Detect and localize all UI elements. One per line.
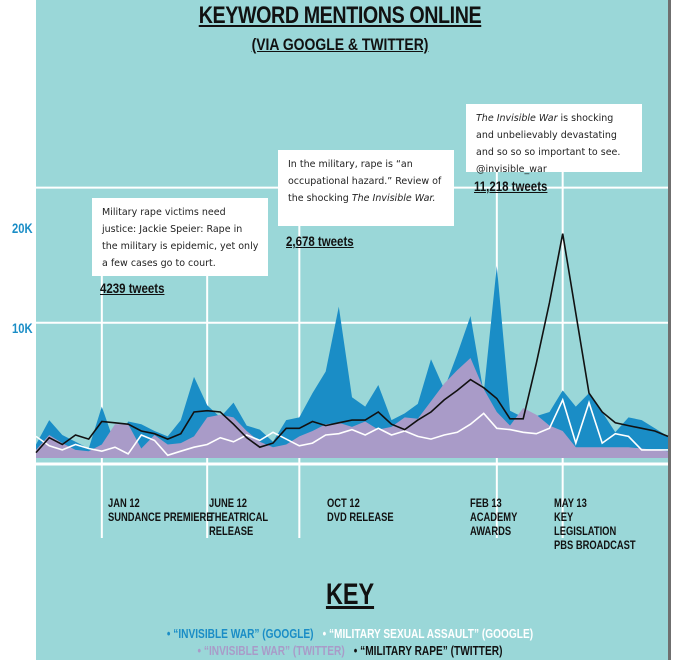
callout-italic-title: The Invisible War <box>476 113 558 124</box>
callout-box-dvd: In the military, rape is “an occupationa… <box>278 150 454 226</box>
series-line-military-rape-twitter <box>35 233 669 454</box>
chart-subtitle: (VIA GOOGLE & TWITTER) <box>251 35 429 54</box>
legend-item-invisible-war-google: • “INVISIBLE WAR” (GOOGLE) <box>166 626 314 641</box>
y-tick-label-20k: 20K <box>12 220 33 236</box>
legend-item-military-rape-twitter: • “MILITARY RAPE” (TWITTER) <box>353 643 503 658</box>
event-label-academy: FEB 13 ACADEMY AWARDS <box>470 496 518 538</box>
tweet-count-dvd[interactable]: 2,678 tweets <box>286 233 354 249</box>
series-area-invisible-war-google <box>36 266 668 458</box>
callout-italic-title: The Invisible War. <box>351 193 436 204</box>
event-label-theatrical: JUNE 12 THEATRICAL RELEASE <box>209 496 269 538</box>
tweet-count-academy[interactable]: 11,218 tweets <box>474 178 548 194</box>
chart-title: KEYWORD MENTIONS ONLINE <box>198 2 482 29</box>
event-label-dvd: OCT 12 DVD RELEASE <box>327 496 394 524</box>
callout-text-after: is shocking and unbelievably devastating… <box>476 113 621 175</box>
series-area-invisible-war-twitter <box>36 358 668 458</box>
tweet-count-sundance[interactable]: 4239 tweets <box>100 280 165 296</box>
event-label-sundance: JAN 12 SUNDANCE PREMIERE <box>108 496 213 524</box>
legend-item-invisible-war-twitter: • “INVISIBLE WAR” (TWITTER) <box>197 643 345 658</box>
callout-box-academy: The Invisible War is shocking and unbeli… <box>466 104 642 175</box>
key-row: • “INVISIBLE WAR” (GOOGLE) • “MILITARY S… <box>77 626 623 641</box>
page-edge-shadow <box>668 0 671 660</box>
callout-box-sundance: Military rape victims need justice: Jack… <box>92 198 268 276</box>
key-row: • “INVISIBLE WAR” (TWITTER) • “MILITARY … <box>77 643 623 658</box>
callout-text: In the military, rape is “an occupationa… <box>288 159 442 204</box>
callout-text: Military rape victims need justice: Jack… <box>102 207 259 269</box>
legend-item-military-sexual-assault-google: • “MILITARY SEXUAL ASSAULT” (GOOGLE) <box>322 626 534 641</box>
event-label-legislation: MAY 13 KEY LEGISLATION PBS BROADCAST <box>554 496 636 552</box>
series-line-military-sexual-assault-google <box>35 397 668 457</box>
y-tick-label-10k: 10K <box>12 320 33 336</box>
key-title: KEY <box>325 578 375 611</box>
